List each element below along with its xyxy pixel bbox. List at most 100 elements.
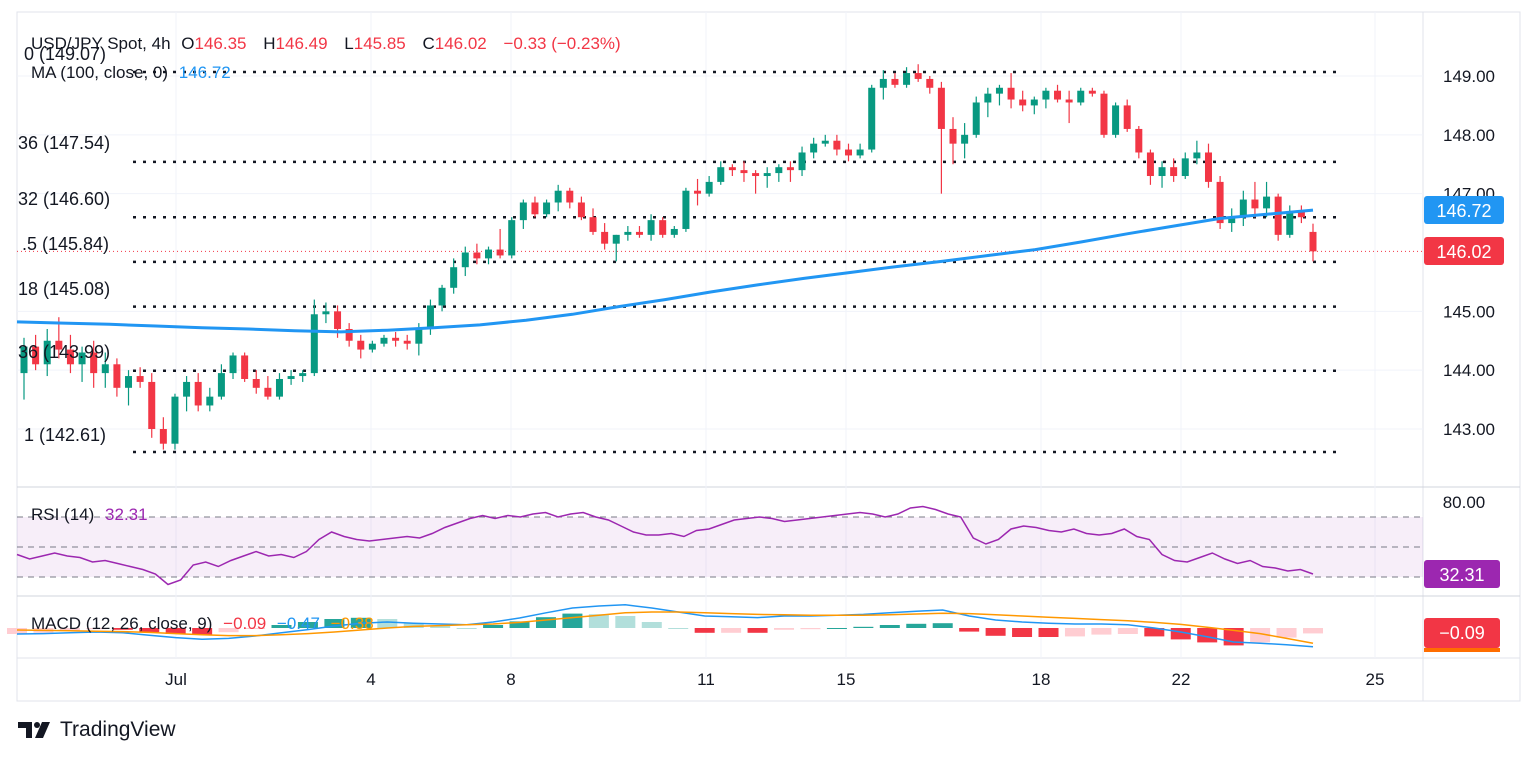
candle-body [670, 228, 678, 235]
candle-body [740, 170, 748, 174]
change-value: −0.33 (−0.23%) [503, 34, 621, 53]
candle-body [461, 252, 469, 268]
candle-body [1146, 152, 1154, 177]
candle-body [554, 190, 562, 203]
candle-body [322, 311, 330, 315]
macd-histogram-bar [774, 628, 795, 630]
tradingview-logo-icon [18, 722, 50, 738]
footer-brand[interactable]: TradingView [18, 718, 176, 742]
candle-body [810, 143, 818, 153]
macd-histogram-bar [853, 626, 874, 628]
macd-histogram-bar [165, 628, 186, 634]
candle-body [1193, 152, 1201, 159]
candle-body [1309, 231, 1317, 252]
macd-histogram-bar [297, 622, 318, 628]
candle-body [798, 152, 806, 171]
macd-hist-value: −0.09 [223, 614, 267, 633]
candle-body [647, 220, 655, 235]
low-value: 145.85 [353, 34, 406, 53]
candle-body [136, 376, 144, 382]
candle-body [1054, 90, 1062, 100]
macd-histogram-bar [721, 628, 742, 633]
open-prefix: O [181, 34, 195, 53]
last-price-badge: 146.02 [1436, 242, 1491, 262]
macd-histogram-bar [562, 613, 583, 628]
candle-body [1286, 211, 1294, 235]
candle-body [1123, 105, 1131, 129]
rsi-y-tick: 80.00 [1443, 493, 1486, 512]
macd-histogram-bar [271, 625, 292, 628]
candle-body [833, 140, 841, 150]
macd-histogram-bar [747, 628, 768, 633]
candle-body [392, 337, 400, 341]
y-tick-label: 149.00 [1443, 67, 1495, 86]
candle-body [659, 220, 667, 235]
macd-histogram-bar [112, 628, 133, 630]
grid-layer [17, 12, 1423, 658]
candle-body [485, 249, 493, 259]
candle-body [426, 305, 434, 329]
macd-histogram-bar [1117, 628, 1138, 634]
candle-body [473, 252, 481, 259]
candle-body [43, 340, 51, 365]
high-value: 146.49 [275, 34, 328, 53]
candle-body [682, 190, 690, 229]
macd-histogram-bar [7, 628, 27, 634]
candle-body [125, 376, 133, 388]
candle-body [752, 173, 760, 177]
x-tick-label: 11 [697, 670, 715, 689]
candle-body [78, 352, 86, 365]
rsi-pane: 80.00 [16, 493, 1486, 586]
macd-histogram-bar [906, 623, 927, 628]
candle-body [159, 429, 167, 444]
candle-body [66, 349, 74, 365]
macd-pane [7, 604, 1323, 648]
macd-signal-value: −0.38 [330, 614, 374, 633]
candle-body [194, 381, 202, 406]
candle-body [1135, 128, 1143, 153]
x-tick-label: 22 [1172, 670, 1191, 689]
candles [20, 64, 1317, 450]
macd-histogram-bar [826, 628, 847, 629]
candle-body [508, 220, 516, 256]
high-label: H146.49 [263, 34, 333, 53]
candle-body [949, 128, 957, 144]
price-badges: 146.72 146.02 32.31 −0.09 [1424, 196, 1504, 652]
candle-body [32, 346, 40, 365]
rsi-line [16, 505, 1314, 586]
macd-histogram-bar [615, 616, 636, 628]
candle-body [937, 87, 945, 129]
macd-histogram-bar [403, 623, 424, 628]
candle-body [275, 378, 283, 397]
rsi-label: RSI (14) [31, 505, 95, 524]
candle-body [844, 149, 852, 156]
x-tick-label: Jul [165, 670, 187, 689]
macd-histogram-bar [694, 628, 715, 633]
macd-histogram-bar [1303, 628, 1323, 634]
macd-histogram-bar [641, 622, 662, 628]
macd-histogram-bar [377, 619, 398, 628]
candle-body [217, 373, 225, 397]
brand-name: TradingView [60, 718, 176, 741]
candle-body [334, 311, 342, 329]
close-prefix: C [422, 34, 435, 53]
candle-body [531, 202, 539, 215]
candle-body [635, 231, 643, 235]
candle-body [728, 167, 736, 171]
y-tick-label: 145.00 [1443, 302, 1495, 321]
close-label: C146.02 [422, 34, 492, 53]
symbol-title: USD/JPY Spot, 4h [31, 34, 171, 53]
x-tick-label: 8 [506, 670, 515, 689]
macd-histogram-bar [324, 619, 345, 628]
candle-body [403, 340, 411, 344]
close-value: 146.02 [434, 34, 487, 53]
macd-value-badge: −0.09 [1439, 623, 1485, 643]
fib-levels [17, 70, 1423, 454]
macd-histogram-bar [1197, 628, 1218, 643]
ma-legend: MA (100, close, 0) 146.72 [31, 63, 237, 83]
macd-histogram-bar [139, 628, 160, 633]
rsi-value-badge-bg [1424, 560, 1500, 588]
rsi-value: 32.31 [105, 505, 148, 524]
macd-histogram-bar [985, 628, 1006, 636]
candle-body [496, 249, 504, 256]
